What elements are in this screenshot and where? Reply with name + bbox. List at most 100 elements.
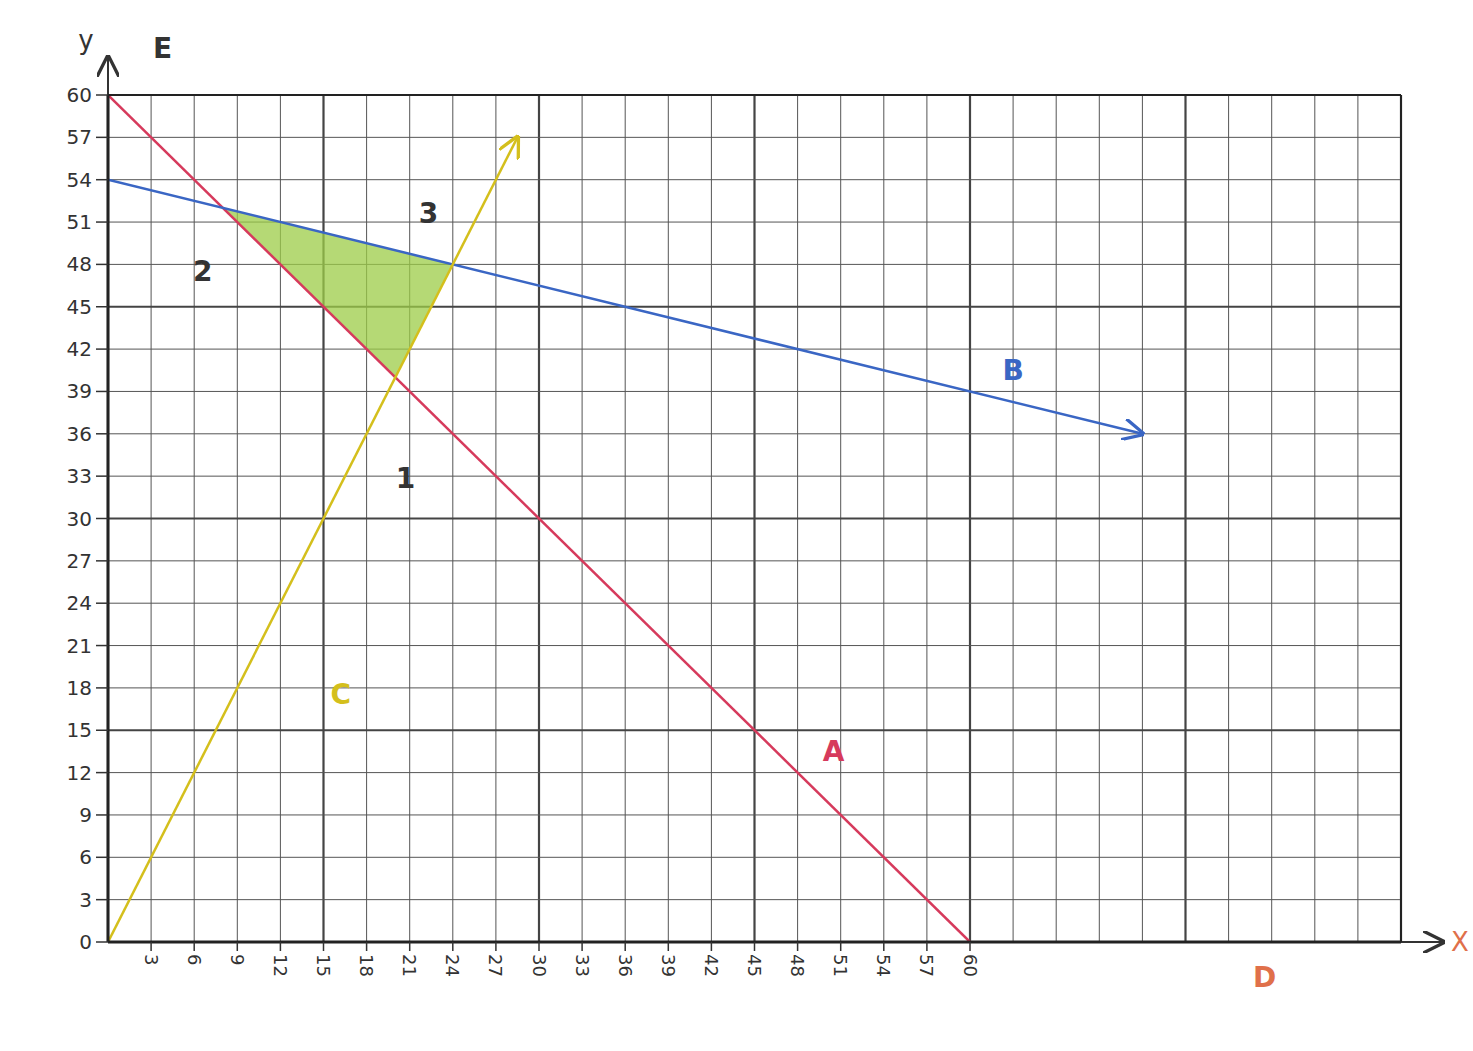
y-tick — [96, 306, 108, 308]
feasible-region — [223, 208, 453, 377]
x-tick — [668, 942, 670, 951]
ticks: 3691215182124273033363942454851545760036… — [67, 83, 981, 977]
y-tick-label: 9 — [79, 803, 92, 827]
x-tick — [237, 942, 239, 951]
y-tick — [96, 814, 108, 816]
y-tick-label: 0 — [79, 930, 92, 954]
y-tick-label: 27 — [67, 549, 92, 573]
x-tick-label: 6 — [184, 954, 205, 965]
grid-line — [108, 222, 1401, 223]
x-tick — [624, 942, 626, 951]
x-tick — [280, 942, 282, 951]
grid-line — [108, 517, 1401, 519]
y-tick-label: 15 — [67, 718, 92, 742]
axes — [108, 57, 1443, 942]
x-tick — [797, 942, 799, 951]
x-tick — [495, 942, 497, 951]
annotation: A — [823, 735, 845, 768]
constraint-line — [108, 180, 1142, 434]
grid-line — [108, 645, 1401, 646]
grid-line — [108, 94, 1401, 96]
grid-line — [108, 857, 1401, 858]
plot-frame — [1400, 95, 1402, 942]
annotation: 3 — [419, 197, 438, 230]
grid-line — [108, 137, 1401, 138]
x-tick-label: 3 — [141, 954, 162, 965]
x-tick-label: 33 — [572, 954, 593, 977]
y-tick — [96, 433, 108, 435]
grid-line — [108, 687, 1401, 688]
y-tick-label: 12 — [67, 761, 92, 785]
annotations: ABCDE123 — [153, 32, 1276, 994]
annotation: D — [1253, 961, 1276, 994]
x-tick — [193, 942, 195, 951]
y-tick — [96, 772, 108, 774]
grid-line — [108, 433, 1401, 434]
constraint-line — [108, 137, 517, 942]
annotation: 2 — [193, 255, 212, 288]
y-tick — [96, 475, 108, 477]
y-tick — [96, 941, 108, 943]
y-tick-label: 24 — [67, 591, 92, 615]
annotation: C — [330, 678, 351, 711]
constraint-line — [108, 95, 970, 942]
x-tick-label: 57 — [916, 954, 937, 977]
x-tick-label: 42 — [701, 954, 722, 977]
y-tick-label: 3 — [79, 888, 92, 912]
grid-line — [1400, 95, 1402, 942]
x-tick — [409, 942, 411, 951]
y-tick-label: 30 — [67, 507, 92, 531]
grid-line — [108, 476, 1401, 477]
grid-line — [108, 899, 1401, 900]
x-tick — [883, 942, 885, 951]
x-tick-label: 51 — [830, 954, 851, 977]
y-tick — [96, 857, 108, 859]
x-tick — [926, 942, 928, 951]
x-tick — [581, 942, 583, 951]
x-tick-label: 30 — [529, 954, 550, 977]
plot-area — [108, 95, 1142, 942]
x-tick-label: 18 — [356, 954, 377, 977]
x-tick-label: 54 — [873, 954, 894, 977]
y-tick-label: 60 — [67, 83, 92, 107]
x-tick-label: 39 — [658, 954, 679, 977]
y-tick-label: 45 — [67, 295, 92, 319]
y-tick — [96, 602, 108, 604]
x-tick-label: 15 — [313, 954, 334, 977]
grid-line — [108, 814, 1401, 815]
annotation: 1 — [396, 462, 415, 495]
y-tick-label: 18 — [67, 676, 92, 700]
x-tick — [840, 942, 842, 951]
y-tick-label: 21 — [67, 634, 92, 658]
y-tick — [96, 221, 108, 223]
grid-line — [108, 179, 1401, 180]
y-tick-label: 48 — [67, 252, 92, 276]
grid-line — [108, 772, 1401, 773]
annotation: B — [1002, 354, 1023, 387]
x-tick — [366, 942, 368, 951]
x-tick-label: 24 — [442, 954, 463, 977]
x-tick-label: 48 — [787, 954, 808, 977]
x-tick — [711, 942, 713, 951]
y-tick — [96, 645, 108, 647]
x-axis-arrow — [1401, 941, 1443, 943]
y-axis-arrow — [107, 57, 109, 95]
y-tick — [96, 899, 108, 901]
grid-line — [108, 306, 1401, 308]
y-tick — [96, 730, 108, 732]
x-tick — [323, 942, 325, 951]
y-tick-label: 39 — [67, 379, 92, 403]
y-tick — [96, 391, 108, 393]
y-tick-label: 42 — [67, 337, 92, 361]
y-tick — [96, 518, 108, 520]
x-tick-label: 45 — [744, 954, 765, 977]
grid-line — [108, 391, 1401, 392]
y-tick — [96, 94, 108, 96]
y-tick — [96, 348, 108, 350]
x-tick — [754, 942, 756, 951]
x-tick — [452, 942, 454, 951]
plot-frame — [108, 94, 1401, 96]
x-tick-label: 9 — [227, 954, 248, 965]
x-tick-label: 21 — [399, 954, 420, 977]
x-tick — [538, 942, 540, 951]
